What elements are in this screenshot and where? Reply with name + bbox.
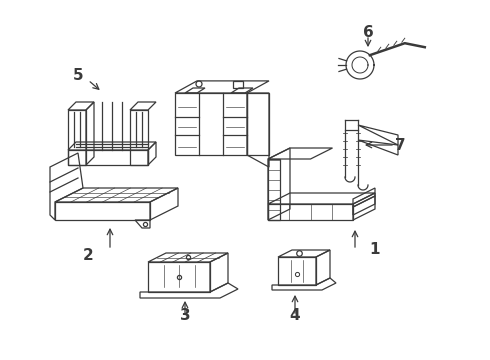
Text: 5: 5	[73, 68, 83, 82]
Text: 6: 6	[363, 24, 373, 40]
Text: 4: 4	[290, 309, 300, 324]
Text: 2: 2	[83, 248, 94, 262]
Text: 1: 1	[370, 243, 380, 257]
Text: 3: 3	[180, 309, 190, 324]
Text: 7: 7	[394, 138, 405, 153]
